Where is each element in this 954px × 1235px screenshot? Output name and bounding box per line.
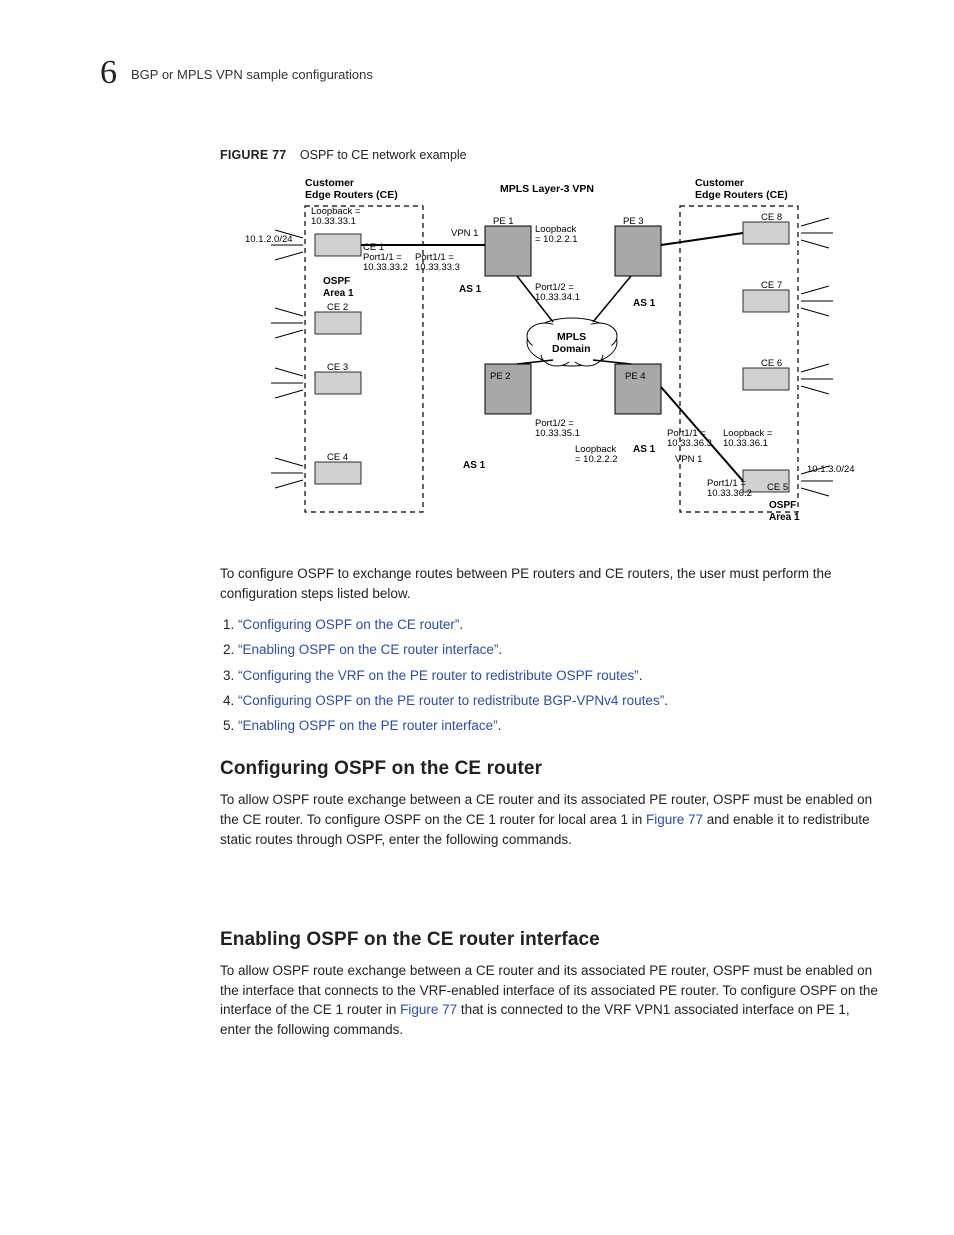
svg-text:MPLS: MPLS <box>557 331 586 343</box>
figure-label: FIGURE 77 <box>220 148 286 162</box>
chapter-title: BGP or MPLS VPN sample configurations <box>131 67 373 82</box>
svg-text:10.1.2.0/24: 10.1.2.0/24 <box>245 234 293 245</box>
svg-text:Domain: Domain <box>552 343 591 355</box>
svg-text:CE 6: CE 6 <box>761 358 782 369</box>
svg-text:AS 1: AS 1 <box>633 298 656 309</box>
xref-link[interactable]: “Enabling OSPF on the PE router interfac… <box>238 718 498 733</box>
section-heading-1: Configuring OSPF on the CE router <box>220 758 880 780</box>
section1-paragraph: To allow OSPF route exchange between a C… <box>220 790 880 849</box>
running-header: 6 BGP or MPLS VPN sample configurations <box>100 56 874 90</box>
svg-text:= 10.2.2.1: = 10.2.2.1 <box>535 234 578 245</box>
svg-text:10.33.36.2: 10.33.36.2 <box>707 488 752 499</box>
svg-text:10.33.36.3: 10.33.36.3 <box>667 438 712 449</box>
xref-link[interactable]: “Configuring the VRF on the PE router to… <box>238 668 639 683</box>
diagram-container: Customer Edge Routers (CE) MPLS Layer-3 … <box>220 172 880 542</box>
xref-link[interactable]: “Configuring OSPF on the PE router to re… <box>238 693 664 708</box>
svg-text:Edge Routers (CE): Edge Routers (CE) <box>695 189 788 201</box>
svg-text:VPN 1: VPN 1 <box>675 454 702 465</box>
chapter-number: 6 <box>100 56 117 90</box>
intro-paragraph: To configure OSPF to exchange routes bet… <box>220 564 880 603</box>
page: 6 BGP or MPLS VPN sample configurations … <box>0 0 954 1235</box>
section2-paragraph: To allow OSPF route exchange between a C… <box>220 961 880 1039</box>
section-gap <box>220 861 880 911</box>
svg-text:AS 1: AS 1 <box>459 284 482 295</box>
svg-text:= 10.2.2.2: = 10.2.2.2 <box>575 454 618 465</box>
step-item: “Enabling OSPF on the PE router interfac… <box>238 716 880 736</box>
network-diagram: Customer Edge Routers (CE) MPLS Layer-3 … <box>245 172 855 542</box>
section-heading-2: Enabling OSPF on the CE router interface <box>220 929 880 951</box>
step-item: “Configuring the VRF on the PE router to… <box>238 666 880 686</box>
svg-text:CE 7: CE 7 <box>761 280 782 291</box>
xref-link[interactable]: “Enabling OSPF on the CE router interfac… <box>238 642 498 657</box>
svg-text:10.33.33.1: 10.33.33.1 <box>311 216 356 227</box>
step-item: “Enabling OSPF on the CE router interfac… <box>238 640 880 660</box>
svg-text:VPN 1: VPN 1 <box>451 228 478 239</box>
svg-text:OSPF: OSPF <box>769 500 796 511</box>
svg-text:10.1.3.0/24: 10.1.3.0/24 <box>807 464 855 475</box>
step-list: “Configuring OSPF on the CE router”. “En… <box>220 615 880 736</box>
svg-text:PE 3: PE 3 <box>623 216 644 227</box>
svg-text:PE 2: PE 2 <box>490 371 511 382</box>
svg-text:CE 5: CE 5 <box>767 482 788 493</box>
svg-text:Area 1: Area 1 <box>769 512 800 523</box>
svg-text:Customer: Customer <box>305 177 354 189</box>
svg-text:PE 4: PE 4 <box>625 371 646 382</box>
svg-text:CE 3: CE 3 <box>327 362 348 373</box>
xref-link[interactable]: “Configuring OSPF on the CE router” <box>238 617 459 632</box>
svg-text:10.33.35.1: 10.33.35.1 <box>535 428 580 439</box>
svg-text:10.33.34.1: 10.33.34.1 <box>535 292 580 303</box>
svg-text:MPLS Layer-3 VPN: MPLS Layer-3 VPN <box>500 183 594 195</box>
svg-text:PE 1: PE 1 <box>493 216 514 227</box>
svg-text:AS 1: AS 1 <box>463 460 486 471</box>
figure-caption: FIGURE 77 OSPF to CE network example <box>220 148 880 162</box>
svg-text:AS 1: AS 1 <box>633 444 656 455</box>
svg-text:10.33.33.3: 10.33.33.3 <box>415 262 460 273</box>
svg-text:Edge Routers (CE): Edge Routers (CE) <box>305 189 398 201</box>
svg-text:OSPF: OSPF <box>323 276 350 287</box>
step-item: “Configuring OSPF on the PE router to re… <box>238 691 880 711</box>
figure-xref[interactable]: Figure 77 <box>400 1002 457 1017</box>
figure-caption-text: OSPF to CE network example <box>300 148 467 162</box>
svg-text:CE 8: CE 8 <box>761 212 782 223</box>
svg-text:10.33.33.2: 10.33.33.2 <box>363 262 408 273</box>
svg-text:Customer: Customer <box>695 177 744 189</box>
svg-text:CE 2: CE 2 <box>327 302 348 313</box>
content-column: FIGURE 77 OSPF to CE network example Cus… <box>220 148 880 1039</box>
svg-text:10.33.36.1: 10.33.36.1 <box>723 438 768 449</box>
svg-text:CE 4: CE 4 <box>327 452 348 463</box>
step-item: “Configuring OSPF on the CE router”. <box>238 615 880 635</box>
figure-xref[interactable]: Figure 77 <box>646 812 703 827</box>
svg-text:Area 1: Area 1 <box>323 288 354 299</box>
